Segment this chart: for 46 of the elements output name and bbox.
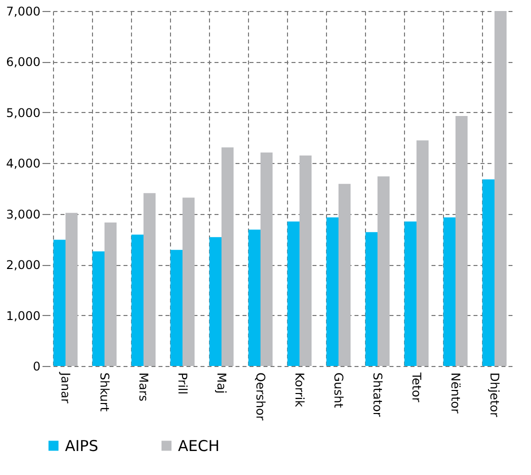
bar <box>182 198 195 366</box>
x-tick-label: Shtator <box>370 372 384 417</box>
bar <box>131 234 144 366</box>
x-tick-label: Prill <box>176 372 190 394</box>
x-tick-label: Nëntor <box>448 372 462 414</box>
bar <box>104 222 117 366</box>
y-tick-label: 2,000 <box>6 258 40 272</box>
y-tick-label: 7,000 <box>6 4 40 18</box>
bar <box>365 232 378 366</box>
bar <box>326 217 338 366</box>
bar <box>92 251 104 366</box>
x-tick-label: Janar <box>58 372 72 404</box>
bar <box>53 240 66 366</box>
x-tick-label: Dhjetor <box>488 372 502 418</box>
y-tick-label: 5,000 <box>6 106 40 120</box>
bar <box>378 176 390 366</box>
bar <box>222 147 234 366</box>
x-tick-label: Maj <box>214 372 228 394</box>
x-tick-label: Korrik <box>292 372 306 408</box>
x-tick-label: Shkurt <box>98 372 112 412</box>
x-tick-label: Gusht <box>332 372 346 408</box>
bar <box>443 217 456 366</box>
bar <box>209 237 222 366</box>
bar <box>248 230 260 366</box>
legend-label: AIPS <box>65 436 98 455</box>
bar <box>260 152 273 366</box>
bar <box>494 11 507 366</box>
bar <box>404 221 416 366</box>
bar <box>144 193 156 366</box>
y-tick-label: 6,000 <box>6 55 40 70</box>
bar <box>170 250 182 366</box>
bar <box>300 156 312 366</box>
x-tick-label: Qershor <box>254 372 268 420</box>
bar <box>416 140 429 366</box>
y-tick-label: 4,000 <box>6 156 40 171</box>
bar <box>66 212 78 366</box>
bar <box>482 179 494 366</box>
y-tick-label: 1,000 <box>6 308 40 323</box>
x-tick-label: Tetor <box>410 372 424 402</box>
bar <box>456 116 468 366</box>
legend-label: AECH <box>178 436 220 455</box>
bar <box>287 221 300 366</box>
x-tick-label: Mars <box>136 372 150 402</box>
y-tick-label: 3,000 <box>6 207 40 222</box>
bar <box>338 184 351 366</box>
y-tick-label: 0 <box>32 360 40 374</box>
